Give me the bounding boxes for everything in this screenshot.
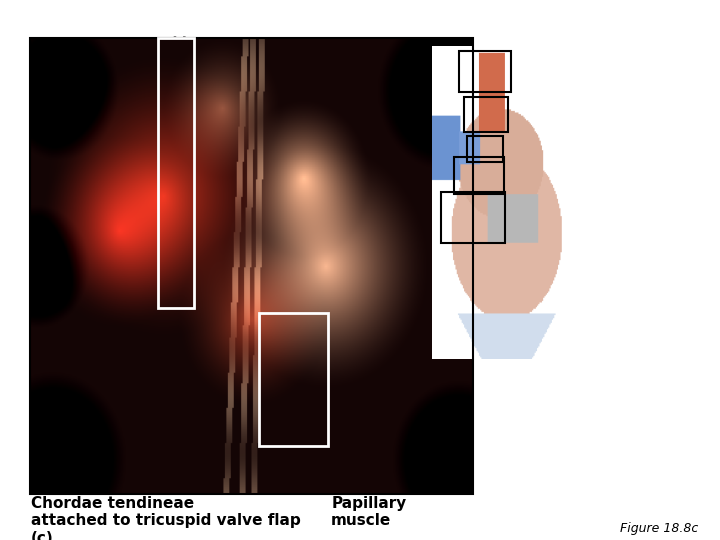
Text: Pulmonary
valve: Pulmonary valve [518, 65, 603, 95]
Text: Papillary
muscle: Papillary muscle [331, 496, 407, 528]
Text: Aortic
valve: Aortic valve [518, 103, 565, 133]
Text: Chordae tendineae
attached to tricuspid valve flap
(c): Chordae tendineae attached to tricuspid … [31, 496, 301, 540]
Text: Mitral
valve: Mitral valve [518, 176, 564, 206]
Text: Tricuspid
valve: Tricuspid valve [518, 221, 589, 252]
Text: Area of
cutaway: Area of cutaway [518, 140, 584, 171]
Text: Figure 18.8c: Figure 18.8c [620, 522, 698, 535]
